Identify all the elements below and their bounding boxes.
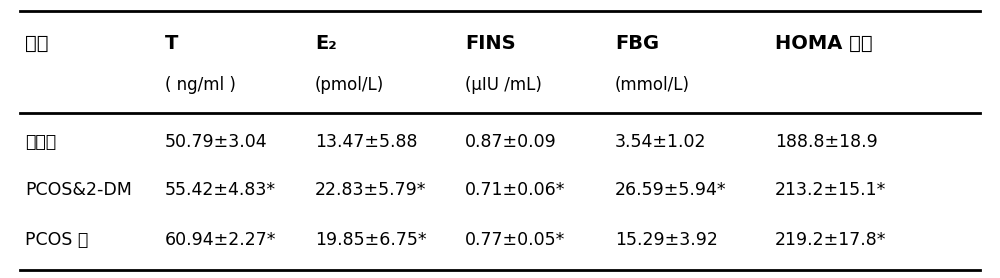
Text: ( ng/ml ): ( ng/ml ) [165, 76, 236, 94]
Text: (μIU /mL): (μIU /mL) [465, 76, 542, 94]
Text: 0.77±0.05*: 0.77±0.05* [465, 232, 565, 249]
Text: 60.94±2.27*: 60.94±2.27* [165, 232, 276, 249]
Text: 0.87±0.09: 0.87±0.09 [465, 133, 557, 151]
Text: 219.2±17.8*: 219.2±17.8* [775, 232, 887, 249]
Text: E₂: E₂ [315, 34, 337, 53]
Text: 分组: 分组 [25, 34, 48, 53]
Text: 26.59±5.94*: 26.59±5.94* [615, 182, 727, 199]
Text: FBG: FBG [615, 34, 659, 53]
Text: (mmol/L): (mmol/L) [615, 76, 690, 94]
Text: PCOS&2-DM: PCOS&2-DM [25, 182, 132, 199]
Text: HOMA 指数: HOMA 指数 [775, 34, 873, 53]
Text: 3.54±1.02: 3.54±1.02 [615, 133, 706, 151]
Text: 对照组: 对照组 [25, 133, 56, 151]
Text: 55.42±4.83*: 55.42±4.83* [165, 182, 276, 199]
Text: 22.83±5.79*: 22.83±5.79* [315, 182, 426, 199]
Text: T: T [165, 34, 178, 53]
Text: (pmol/L): (pmol/L) [315, 76, 384, 94]
Text: 50.79±3.04: 50.79±3.04 [165, 133, 268, 151]
Text: 13.47±5.88: 13.47±5.88 [315, 133, 418, 151]
Text: 188.8±18.9: 188.8±18.9 [775, 133, 878, 151]
Text: 0.71±0.06*: 0.71±0.06* [465, 182, 566, 199]
Text: 19.85±6.75*: 19.85±6.75* [315, 232, 427, 249]
Text: FINS: FINS [465, 34, 516, 53]
Text: 15.29±3.92: 15.29±3.92 [615, 232, 718, 249]
Text: PCOS 组: PCOS 组 [25, 232, 88, 249]
Text: 213.2±15.1*: 213.2±15.1* [775, 182, 886, 199]
